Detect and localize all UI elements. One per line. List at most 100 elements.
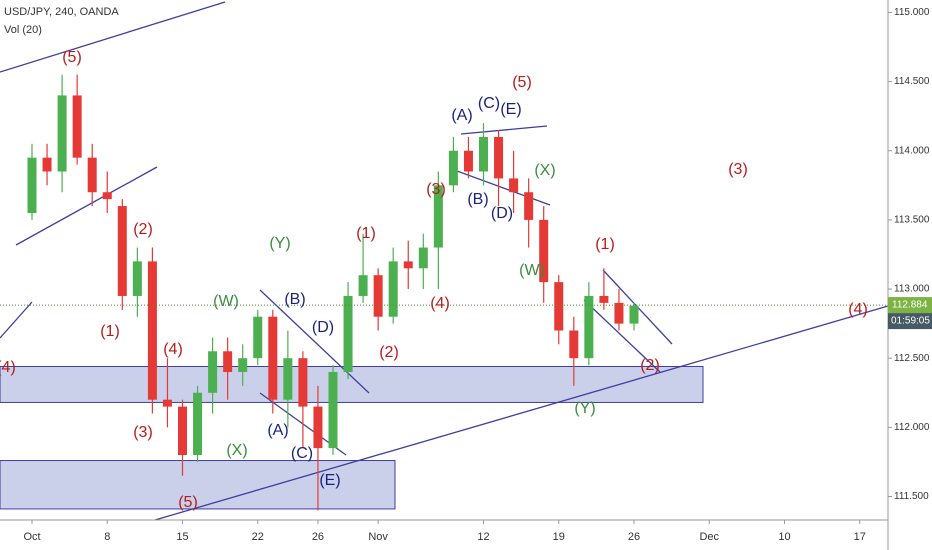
wave-label: (X) xyxy=(534,162,555,179)
y-tick-label: 114.500 xyxy=(894,76,930,87)
candle-body xyxy=(178,406,187,455)
wave-label: (4) xyxy=(430,295,450,312)
wave-label: (2) xyxy=(640,357,660,374)
candle-body xyxy=(614,302,624,324)
wave-label: (B) xyxy=(467,191,488,208)
countdown: 01:59:05 xyxy=(891,316,930,327)
wave-label: (Y) xyxy=(269,235,290,252)
candle-body xyxy=(569,330,579,359)
wave-label: (2) xyxy=(133,221,153,238)
candle-body xyxy=(27,157,37,213)
y-tick-label: 112.000 xyxy=(894,422,930,433)
wave-label: (X) xyxy=(226,442,247,459)
wave-label: (W) xyxy=(519,262,545,279)
candle-body xyxy=(629,305,639,324)
y-tick-label: 111.500 xyxy=(894,491,929,502)
candle-body xyxy=(539,219,549,283)
wave-label: (A) xyxy=(267,422,288,439)
x-tick-label: 19 xyxy=(553,531,565,543)
candle-body xyxy=(162,399,172,407)
y-tick-label: 112.500 xyxy=(894,353,930,364)
wave-label: (4) xyxy=(848,301,868,318)
wave-label: (5) xyxy=(62,49,82,66)
trend-lines xyxy=(0,1,889,521)
y-tick-label: 114.000 xyxy=(894,145,930,156)
candle-body xyxy=(479,136,488,172)
wave-label: (Y) xyxy=(574,400,595,417)
candle-body xyxy=(87,157,97,193)
candle-body xyxy=(253,316,263,359)
candle-body xyxy=(524,192,534,220)
wave-label: (1) xyxy=(356,225,376,242)
candle-body xyxy=(238,358,248,373)
candle-body xyxy=(403,261,413,269)
last-price-box xyxy=(888,297,932,314)
plot xyxy=(27,74,639,511)
wave-label: (2) xyxy=(379,344,399,361)
wave-label: (3) xyxy=(728,161,748,178)
candle-body xyxy=(72,95,82,158)
wave-label: (B) xyxy=(284,291,305,308)
candle-body xyxy=(388,261,398,317)
x-tick-label: Nov xyxy=(368,531,388,543)
wave-label: (5) xyxy=(512,74,532,91)
chart-title: USD/JPY, 240, OANDA xyxy=(4,6,119,18)
trend-line xyxy=(0,301,33,339)
trend-line xyxy=(0,1,226,73)
trend-line xyxy=(456,170,551,206)
candle-body xyxy=(373,275,383,317)
candle-body xyxy=(298,358,308,407)
volume-label: Vol (20) xyxy=(4,24,42,36)
candle-body xyxy=(147,261,157,400)
candle-body xyxy=(433,185,443,248)
candle-body xyxy=(57,95,67,172)
x-tick-label: Dec xyxy=(699,531,719,543)
last-price-label: 112.884 xyxy=(892,300,928,311)
y-tick-label: 113.500 xyxy=(894,215,930,226)
countdown-box xyxy=(888,313,932,330)
candle-body xyxy=(463,150,473,172)
x-tick-label: 26 xyxy=(312,531,324,543)
candle-body xyxy=(132,261,142,296)
trend-line xyxy=(460,125,548,135)
wave-label: (C) xyxy=(478,95,500,112)
wave-label: (3) xyxy=(426,181,446,198)
trend-line xyxy=(259,289,370,394)
candle-body xyxy=(208,351,218,393)
candle-body xyxy=(283,358,293,400)
candle-body xyxy=(418,247,428,269)
candle-body xyxy=(223,351,233,373)
candle-body xyxy=(599,295,609,303)
wave-label: (C) xyxy=(291,445,313,462)
candle-body xyxy=(343,295,353,373)
candle-body xyxy=(193,392,203,455)
zone xyxy=(0,365,704,403)
candle-body xyxy=(328,372,338,449)
wave-label: (5) xyxy=(178,494,198,511)
wave-label: (4) xyxy=(0,359,16,376)
wave-label: (D) xyxy=(491,205,513,222)
candle-body xyxy=(358,275,368,296)
candle-body xyxy=(313,406,323,449)
x-tick-label: 10 xyxy=(778,531,790,543)
x-tick-label: 17 xyxy=(854,531,866,543)
wave-label: (1) xyxy=(100,323,120,340)
wave-label: (D) xyxy=(312,319,334,336)
candle-body xyxy=(42,157,52,172)
candle-body xyxy=(448,150,458,186)
wave-label: (E) xyxy=(500,101,521,118)
candle-body xyxy=(102,192,112,200)
wave-label: (A) xyxy=(451,107,472,124)
y-tick-label: 113.000 xyxy=(894,284,930,295)
trend-line xyxy=(154,305,889,521)
wave-label: (3) xyxy=(133,424,153,441)
wave-label: (4) xyxy=(163,341,183,358)
trend-line xyxy=(583,299,661,373)
x-tick-label: 8 xyxy=(104,531,110,543)
candle-body xyxy=(509,178,519,193)
candle-body xyxy=(584,295,594,359)
candle-body xyxy=(494,136,504,179)
wave-label: (W) xyxy=(213,293,239,310)
candle-body xyxy=(268,316,278,400)
